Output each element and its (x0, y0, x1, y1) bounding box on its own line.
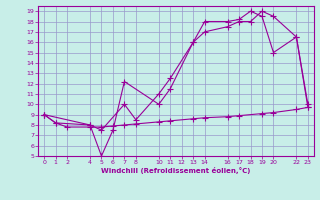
X-axis label: Windchill (Refroidissement éolien,°C): Windchill (Refroidissement éolien,°C) (101, 167, 251, 174)
